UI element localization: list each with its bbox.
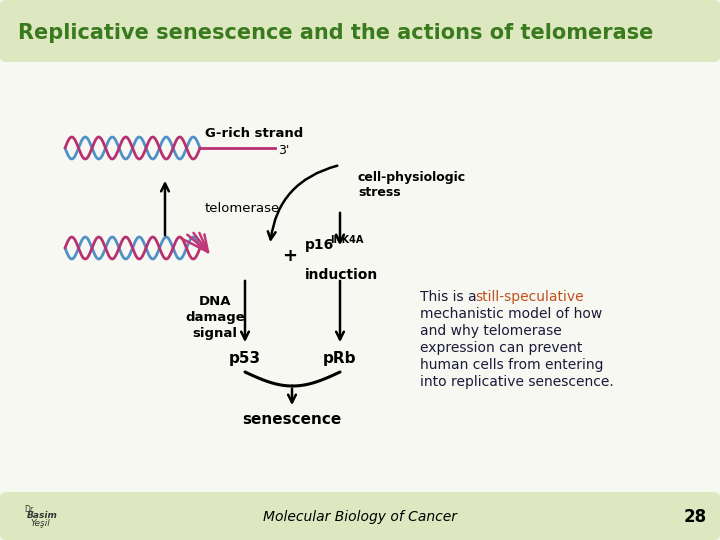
- Text: human cells from entering: human cells from entering: [420, 358, 603, 372]
- Text: 3': 3': [278, 144, 289, 157]
- Text: Yeşil: Yeşil: [30, 519, 50, 529]
- Text: Replicative senescence and the actions of telomerase: Replicative senescence and the actions o…: [18, 23, 653, 43]
- Text: DNA
damage
signal: DNA damage signal: [185, 295, 245, 340]
- FancyBboxPatch shape: [0, 0, 720, 62]
- Text: Molecular Biology of Cancer: Molecular Biology of Cancer: [263, 510, 457, 524]
- Text: senescence: senescence: [243, 413, 341, 428]
- Text: induction: induction: [305, 268, 378, 282]
- Text: +: +: [282, 247, 297, 265]
- Text: and why telomerase: and why telomerase: [420, 324, 562, 338]
- Text: expression can prevent: expression can prevent: [420, 341, 582, 355]
- Text: 28: 28: [683, 508, 706, 526]
- Text: pRb: pRb: [323, 350, 356, 366]
- Text: INK4A: INK4A: [330, 235, 364, 245]
- FancyBboxPatch shape: [0, 492, 720, 540]
- Text: still-speculative: still-speculative: [475, 290, 584, 304]
- Text: G-rich strand: G-rich strand: [205, 127, 303, 140]
- Text: into replicative senescence.: into replicative senescence.: [420, 375, 613, 389]
- Text: p16: p16: [305, 238, 334, 252]
- Text: cell-physiologic
stress: cell-physiologic stress: [358, 171, 466, 199]
- Text: This is a: This is a: [420, 290, 481, 304]
- Text: telomerase: telomerase: [205, 201, 280, 214]
- Text: Basim: Basim: [27, 510, 58, 519]
- Text: p53: p53: [229, 350, 261, 366]
- Text: Dr.: Dr.: [24, 505, 35, 515]
- Text: mechanistic model of how: mechanistic model of how: [420, 307, 602, 321]
